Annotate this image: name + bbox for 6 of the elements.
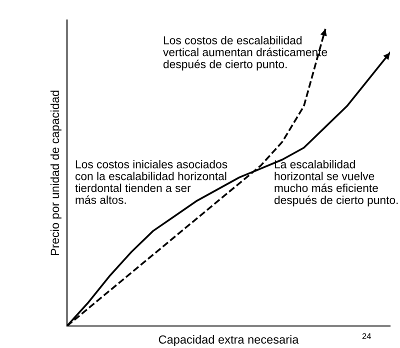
text: 24 [362, 333, 372, 340]
y-axis-title: Precio por unidad de capacidad [50, 90, 62, 256]
x-axis-title: Capacidad extra necesaria [158, 335, 299, 346]
annotation: La escalabilidad horizontal se vuelve mucho más eficiente después de cierto punto. [274, 160, 398, 206]
annotation: Los costos iniciales asociados con la escalabilidad horizontal tierdontal tienden a ser más altos. [75, 160, 228, 204]
annotation: Los costos de escalabilidad vertical aumentan drásticamente después de cierto punto. [163, 36, 328, 70]
